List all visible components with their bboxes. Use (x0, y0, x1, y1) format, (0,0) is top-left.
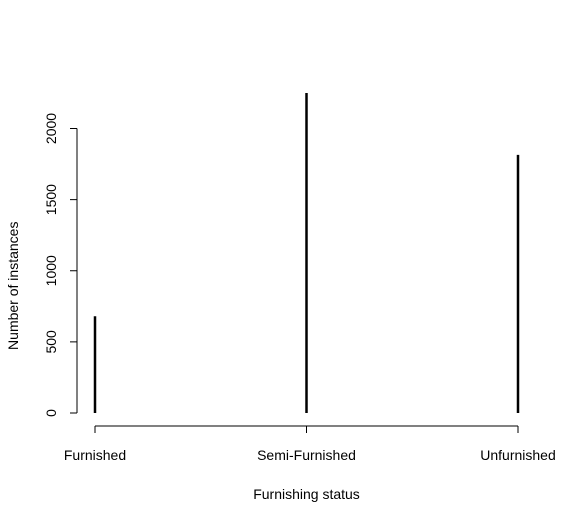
y-axis: 0 500 1000 1500 2000 (43, 113, 78, 417)
x-tick-label: Semi-Furnished (257, 447, 356, 463)
y-tick-label: 1000 (43, 255, 59, 286)
y-tick-label: 1500 (43, 184, 59, 215)
y-tick-label: 2000 (43, 113, 59, 144)
x-axis-title: Furnishing status (253, 486, 360, 502)
bars (93, 92, 520, 413)
y-axis-ticks: 0 500 1000 1500 2000 (43, 113, 77, 417)
x-tick-label: Furnished (64, 447, 126, 463)
x-tick-label: Unfurnished (480, 447, 556, 463)
x-axis-ticks: Furnished Semi-Furnished Unfurnished (64, 426, 556, 463)
y-tick-label: 0 (43, 409, 59, 417)
y-tick-label: 500 (43, 330, 59, 354)
y-axis-title: Number of instances (5, 222, 21, 350)
x-axis: Furnished Semi-Furnished Unfurnished (64, 425, 556, 463)
